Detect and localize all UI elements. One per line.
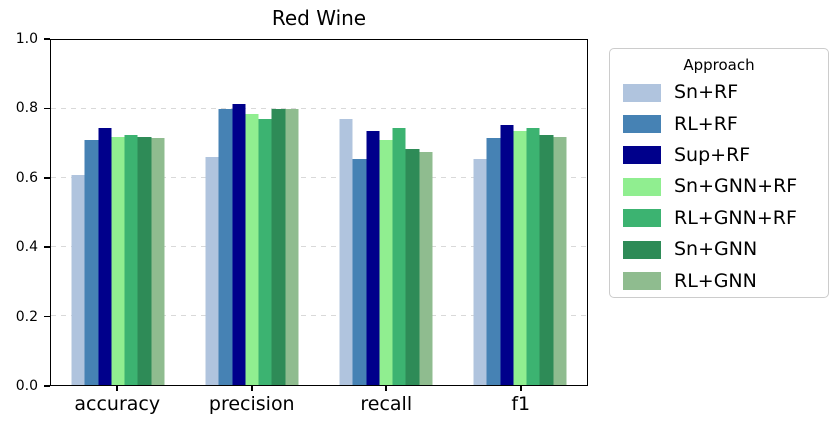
legend-swatch: [623, 240, 661, 259]
bar: [405, 148, 420, 385]
bar-group-accuracy: [71, 40, 165, 385]
legend-swatch: [623, 272, 661, 291]
bar: [379, 140, 393, 385]
legend-label: Sup+RF: [674, 143, 751, 166]
y-tick-label: 0.4: [15, 239, 38, 256]
legend-swatch: [623, 83, 661, 102]
y-tick-label: 1.0: [15, 31, 38, 47]
bar: [271, 109, 286, 385]
x-axis-label: f1: [511, 393, 531, 415]
legend-label: Sn+GNN+RF: [674, 175, 798, 198]
y-tick-label: 0.8: [15, 100, 38, 117]
legend-item: RL+GNN+RF: [610, 203, 828, 234]
y-tick-mark: [44, 315, 50, 318]
y-tick-mark: [44, 107, 50, 110]
y-tick-mark: [44, 385, 50, 387]
x-tick-mark: [116, 386, 119, 391]
legend-swatch: [623, 177, 661, 196]
bar: [245, 114, 259, 385]
bar: [137, 136, 152, 385]
chart-title: Red Wine: [271, 6, 367, 30]
x-tick-mark: [519, 386, 522, 391]
legend-items: Sn+RF RL+RF Sup+RF Sn+GNN+RF RL+GNN+RF Sn+GNN…: [610, 77, 828, 297]
legend-item: Sn+RF: [610, 77, 828, 108]
y-tick-label: 0.0: [15, 378, 38, 394]
bar: [98, 127, 112, 385]
legend-label: RL+GNN+RF: [674, 206, 797, 229]
gridline: [51, 107, 587, 109]
bar: [500, 124, 514, 385]
gridline: [51, 176, 587, 178]
bar: [553, 136, 567, 385]
legend-label: RL+RF: [674, 112, 738, 135]
bar: [218, 109, 233, 385]
bar: [366, 131, 380, 385]
gridline: [51, 314, 587, 316]
bar: [526, 127, 540, 385]
bar: [111, 136, 125, 385]
bar: [539, 134, 554, 385]
bar: [205, 157, 219, 385]
bar-group-precision: [205, 40, 299, 385]
legend-label: Sn+RF: [674, 81, 739, 104]
y-tick-mark: [44, 38, 50, 40]
y-tick-label: 0.6: [15, 169, 38, 186]
bar: [339, 119, 353, 385]
bar: [285, 109, 299, 385]
bar-group-recall: [339, 40, 433, 385]
legend-item: RL+RF: [610, 108, 828, 139]
bar: [124, 134, 138, 385]
x-axis-label: recall: [360, 393, 413, 415]
legend-item: Sup+RF: [610, 140, 828, 171]
bar: [419, 152, 433, 385]
bar: [84, 140, 99, 385]
bar: [513, 131, 527, 385]
legend-swatch: [623, 146, 661, 165]
bar: [473, 159, 487, 385]
legend-label: Sn+GNN: [674, 238, 758, 261]
plot-area: [50, 39, 588, 386]
legend-item: RL+GNN: [610, 265, 828, 296]
bar: [352, 159, 367, 385]
y-tick-mark: [44, 177, 50, 179]
legend-swatch: [623, 209, 661, 228]
x-axis-label: accuracy: [74, 393, 161, 415]
legend-item: Sn+GNN: [610, 234, 828, 265]
bar: [486, 138, 501, 385]
gridline: [51, 245, 587, 247]
bar: [151, 138, 165, 385]
legend-swatch: [623, 115, 661, 134]
x-axis-label: precision: [208, 393, 295, 415]
x-tick-mark: [250, 386, 253, 391]
bar: [232, 103, 246, 385]
legend-item: Sn+GNN+RF: [610, 171, 828, 202]
legend-title: Approach: [683, 56, 755, 74]
x-tick-mark: [385, 386, 388, 391]
legend-label: RL+GNN: [674, 269, 757, 292]
bar: [258, 119, 272, 385]
y-tick-label: 0.2: [15, 308, 38, 325]
legend: Approach Sn+RF RL+RF Sup+RF Sn+GNN+RF RL+GNN…: [609, 48, 829, 298]
bar: [71, 174, 85, 385]
bar-group-f1: [473, 40, 567, 385]
bar: [392, 127, 406, 385]
y-tick-mark: [44, 246, 50, 248]
